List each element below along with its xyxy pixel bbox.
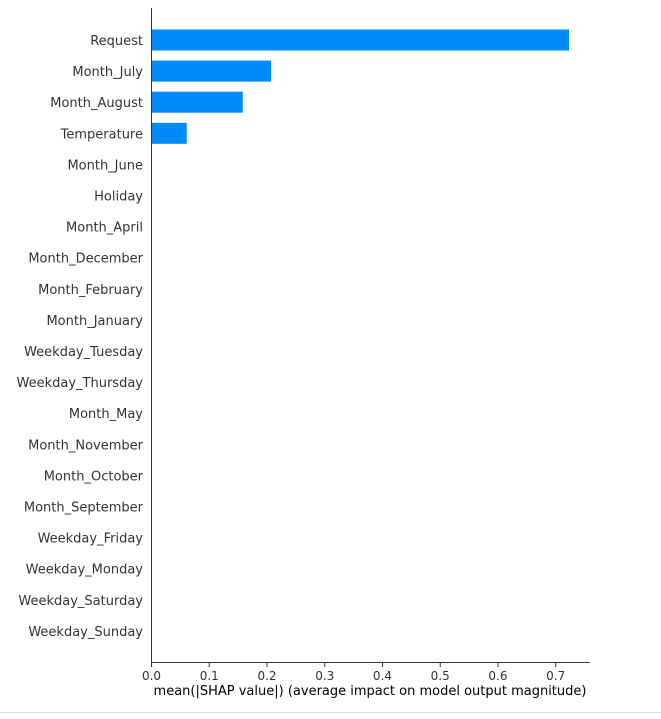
feature-label: Temperature bbox=[60, 127, 143, 142]
bottom-divider bbox=[0, 712, 661, 713]
feature-label: Month_June bbox=[67, 158, 143, 173]
x-tick-label: 0.2 bbox=[257, 669, 276, 683]
feature-label: Month_May bbox=[69, 407, 143, 422]
feature-label: Month_February bbox=[38, 283, 143, 298]
bar bbox=[151, 91, 243, 113]
bar bbox=[151, 60, 272, 82]
feature-label: Month_August bbox=[50, 96, 143, 111]
feature-label: Month_September bbox=[24, 501, 144, 516]
bars-layer bbox=[151, 29, 569, 144]
bar bbox=[151, 122, 187, 144]
x-tick-label: 0.5 bbox=[431, 669, 450, 683]
feature-label: Weekday_Tuesday bbox=[24, 345, 143, 360]
feature-labels: Request Month_July Month_August Temperature… bbox=[17, 34, 144, 640]
feature-label: Month_April bbox=[66, 221, 143, 236]
feature-label: Holiday bbox=[94, 190, 143, 205]
x-tick-label: 0.0 bbox=[142, 669, 161, 683]
x-axis-ticks: 0.0 0.1 0.2 0.3 0.4 0.5 0.6 0.7 bbox=[142, 662, 565, 683]
x-tick-label: 0.6 bbox=[488, 669, 507, 683]
feature-label: Weekday_Thursday bbox=[17, 376, 144, 391]
x-tick-label: 0.4 bbox=[373, 669, 392, 683]
feature-label: Month_December bbox=[28, 252, 143, 267]
feature-label: Request bbox=[90, 34, 143, 49]
feature-label: Month_July bbox=[72, 65, 143, 80]
x-tick-label: 0.7 bbox=[546, 669, 565, 683]
x-tick-label: 0.1 bbox=[200, 669, 219, 683]
bar bbox=[151, 29, 569, 51]
feature-label: Weekday_Sunday bbox=[28, 625, 143, 640]
feature-label: Month_November bbox=[28, 438, 144, 453]
feature-label: Month_January bbox=[46, 314, 143, 329]
x-axis-title: mean(|SHAP value|) (average impact on mo… bbox=[154, 684, 587, 699]
feature-label: Weekday_Monday bbox=[26, 563, 144, 578]
feature-label: Weekday_Friday bbox=[38, 532, 144, 547]
x-tick-label: 0.3 bbox=[315, 669, 334, 683]
feature-label: Weekday_Saturday bbox=[18, 594, 143, 609]
feature-label: Month_October bbox=[44, 469, 144, 484]
